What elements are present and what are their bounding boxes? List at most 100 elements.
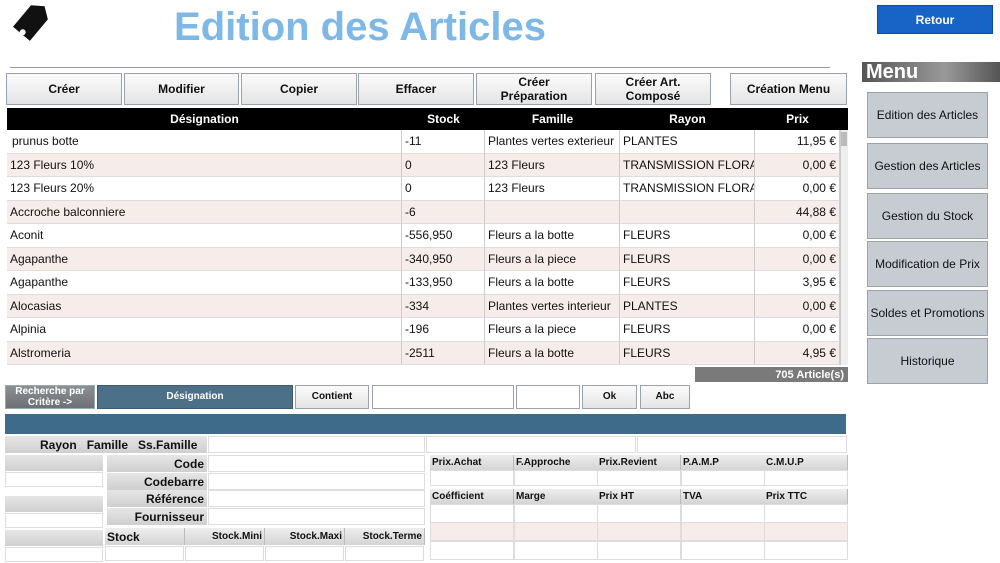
margin-input[interactable] (681, 541, 765, 560)
table-cell[interactable]: -196 (402, 318, 485, 342)
table-cell[interactable]: 4,95 € (755, 341, 840, 365)
margin-input[interactable] (514, 522, 598, 541)
table-cell[interactable]: -340,950 (402, 247, 485, 271)
margin-input[interactable] (430, 541, 514, 560)
search-input[interactable] (372, 385, 514, 409)
table-cell[interactable]: Agapanthe (7, 247, 402, 271)
table-cell[interactable]: Aconit (7, 224, 402, 248)
table-cell[interactable]: 0,00 € (755, 247, 840, 271)
price-input[interactable] (764, 470, 848, 486)
scrollbar[interactable] (840, 130, 848, 365)
table-cell[interactable]: Fleurs a la botte (485, 341, 620, 365)
table-cell[interactable]: Alpinia (7, 318, 402, 342)
margin-input[interactable] (764, 541, 848, 560)
margin-input[interactable] (597, 522, 681, 541)
back-button[interactable]: Retour (877, 5, 993, 34)
table-cell[interactable]: 123 Fleurs (485, 153, 620, 177)
table-cell[interactable]: 0,00 € (755, 177, 840, 201)
menu-item[interactable]: Gestion des Articles (867, 143, 988, 189)
stock-input[interactable] (185, 546, 264, 561)
table-cell[interactable]: 0,00 € (755, 224, 840, 248)
menu-item[interactable]: Edition des Articles (867, 92, 988, 138)
table-cell[interactable]: FLEURS (620, 318, 755, 342)
scroll-thumb[interactable] (841, 132, 847, 146)
table-cell[interactable]: 0 (402, 177, 485, 201)
price-input[interactable] (597, 470, 681, 486)
stock-input[interactable] (265, 546, 344, 561)
table-cell[interactable]: -334 (402, 294, 485, 318)
field-input[interactable] (208, 490, 425, 507)
table-cell[interactable]: PLANTES (620, 130, 755, 154)
search-label[interactable]: Recherche par Critère -> (5, 385, 95, 409)
table-cell[interactable]: -2511 (402, 341, 485, 365)
table-cell[interactable]: 0,00 € (755, 153, 840, 177)
table-cell[interactable]: Agapanthe (7, 271, 402, 295)
table-cell[interactable]: PLANTES (620, 294, 755, 318)
group-field[interactable] (637, 436, 847, 453)
table-cell[interactable]: FLEURS (620, 224, 755, 248)
toolbar-button[interactable]: Copier (241, 73, 357, 105)
table-cell[interactable]: FLEURS (620, 271, 755, 295)
table-cell[interactable]: -556,950 (402, 224, 485, 248)
margin-input[interactable] (514, 541, 598, 560)
table-cell[interactable]: prunus botte (7, 130, 402, 154)
search-mode[interactable]: Contient (295, 385, 369, 409)
table-cell[interactable]: 123 Fleurs 20% (7, 177, 402, 201)
table-cell[interactable]: Alstromeria (7, 341, 402, 365)
table-cell[interactable]: 0,00 € (755, 318, 840, 342)
ok-button[interactable]: Ok (582, 385, 637, 409)
table-cell[interactable]: Accroche balconniere (7, 200, 402, 224)
field-input[interactable] (208, 508, 425, 525)
stock-input[interactable] (345, 546, 424, 561)
toolbar-button[interactable]: Modifier (124, 73, 239, 105)
margin-input[interactable] (764, 522, 848, 541)
margin-input[interactable] (597, 541, 681, 560)
table-cell[interactable]: TRANSMISSION FLORALE (620, 153, 755, 177)
table-cell[interactable]: -133,950 (402, 271, 485, 295)
table-cell[interactable]: FLEURS (620, 341, 755, 365)
margin-input[interactable] (681, 522, 765, 541)
price-input[interactable] (430, 470, 514, 486)
margin-input[interactable] (430, 504, 514, 523)
table-cell[interactable]: 3,95 € (755, 271, 840, 295)
margin-input[interactable] (681, 504, 765, 523)
toolbar-button[interactable]: Créer Préparation (476, 73, 592, 105)
table-cell[interactable]: 123 Fleurs 10% (7, 153, 402, 177)
field-input[interactable] (208, 455, 425, 472)
menu-item[interactable]: Modification de Prix (867, 241, 988, 287)
toolbar-button[interactable]: Effacer (358, 73, 474, 105)
menu-item[interactable]: Soldes et Promotions (867, 290, 988, 336)
search-input-2[interactable] (516, 385, 580, 409)
stock-input[interactable] (105, 546, 184, 561)
table-cell[interactable]: Fleurs a la botte (485, 224, 620, 248)
table-cell[interactable] (485, 200, 620, 224)
table-cell[interactable]: 123 Fleurs (485, 177, 620, 201)
table-cell[interactable]: Fleurs a la piece (485, 318, 620, 342)
table-cell[interactable]: Alocasias (7, 294, 402, 318)
abc-button[interactable]: Abc (640, 385, 690, 409)
price-input[interactable] (681, 470, 765, 486)
table-cell[interactable]: Fleurs a la botte (485, 271, 620, 295)
table-cell[interactable]: Plantes vertes interieur (485, 294, 620, 318)
table-cell[interactable]: FLEURS (620, 247, 755, 271)
table-cell[interactable] (620, 200, 755, 224)
margin-input[interactable] (430, 522, 514, 541)
margin-input[interactable] (514, 504, 598, 523)
toolbar-button[interactable]: Créer (6, 73, 122, 105)
table-cell[interactable]: Fleurs a la piece (485, 247, 620, 271)
table-cell[interactable]: -6 (402, 200, 485, 224)
table-cell[interactable]: -11 (402, 130, 485, 154)
table-cell[interactable]: 11,95 € (755, 130, 840, 154)
table-cell[interactable]: 0,00 € (755, 294, 840, 318)
group-field[interactable] (426, 436, 636, 453)
menu-item[interactable]: Historique (867, 338, 988, 384)
price-input[interactable] (514, 470, 598, 486)
table-cell[interactable]: TRANSMISSION FLORALE (620, 177, 755, 201)
table-cell[interactable]: Plantes vertes exterieur (485, 130, 620, 154)
field-input[interactable] (208, 473, 425, 490)
menu-item[interactable]: Gestion du Stock (867, 193, 988, 239)
toolbar-button[interactable]: Création Menu (730, 73, 847, 105)
toolbar-button[interactable]: Créer Art. Composé (595, 73, 711, 105)
table-cell[interactable]: 44,88 € (755, 200, 840, 224)
group-field[interactable] (208, 436, 425, 453)
